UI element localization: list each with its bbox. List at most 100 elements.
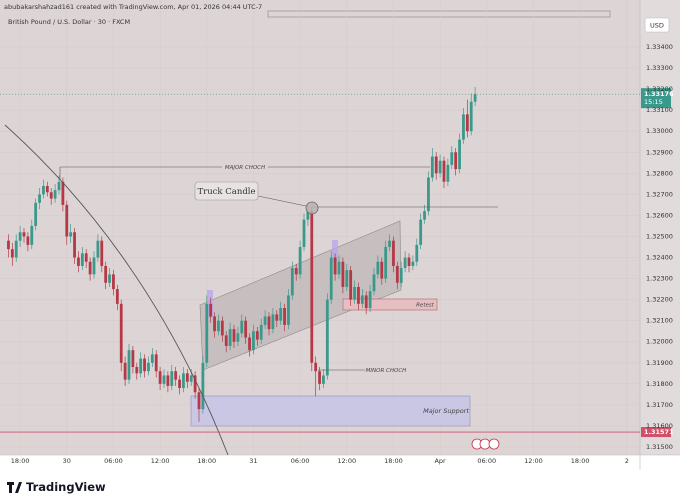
candle-body xyxy=(57,181,61,191)
annotation: MINOR CHOCH xyxy=(366,368,407,374)
candle-body xyxy=(353,287,356,300)
candle-body xyxy=(442,160,446,182)
price-axis-background xyxy=(640,0,680,455)
y-tick-label: 1.32100 xyxy=(646,317,673,325)
candle-body xyxy=(154,354,158,372)
candle-body xyxy=(49,192,53,199)
candle-body xyxy=(158,371,162,384)
candle-body xyxy=(423,211,426,220)
symbol: British Pound / U.S. Dollar · 30 · FXCM xyxy=(8,18,130,26)
candle-body xyxy=(166,375,170,386)
y-tick-label: 1.33100 xyxy=(646,106,673,114)
candle-body xyxy=(236,333,240,342)
currency[interactable]: USD xyxy=(650,22,664,30)
x-tick-label: 31 xyxy=(249,457,257,465)
candle-body xyxy=(232,329,236,342)
label-bg xyxy=(222,163,268,171)
candle-body xyxy=(462,114,465,140)
candle-body xyxy=(325,299,329,376)
y-tick-label: 1.31800 xyxy=(646,380,673,388)
y-tick-label: 1.32200 xyxy=(646,296,673,304)
currency-button[interactable] xyxy=(644,17,670,33)
candle-body xyxy=(294,268,298,275)
candle-body xyxy=(42,185,45,195)
candle-body xyxy=(329,257,333,300)
candle-body xyxy=(427,177,430,212)
candle-body xyxy=(357,287,360,304)
candle-body xyxy=(209,303,213,317)
y-tick-label: 1.31700 xyxy=(646,401,673,409)
candle-body xyxy=(380,261,384,279)
logo: TradingView xyxy=(7,480,106,494)
x-tick-label: 18:00 xyxy=(197,457,216,465)
candle-body xyxy=(197,392,201,410)
candles xyxy=(7,87,477,422)
candle-body xyxy=(267,316,271,330)
x-tick-label: 18:00 xyxy=(384,457,403,465)
highlight xyxy=(332,240,338,262)
y-tick-label: 1.33200 xyxy=(646,85,673,93)
candle-body xyxy=(182,373,185,389)
support-zone xyxy=(190,395,471,427)
candle-body xyxy=(415,244,419,262)
candle-body xyxy=(150,354,154,363)
candle-body xyxy=(290,268,294,296)
candle-body xyxy=(333,257,337,275)
candle-body xyxy=(306,211,310,220)
candle-body xyxy=(213,316,216,332)
candle-body xyxy=(185,373,189,382)
candle-body xyxy=(283,308,286,325)
candle-body xyxy=(108,274,111,283)
candle-body xyxy=(73,232,76,258)
candle-body xyxy=(34,202,38,226)
candle-body xyxy=(84,253,88,262)
countdown: 15:15 xyxy=(644,98,663,106)
event-icon xyxy=(488,438,500,450)
x-tick-label: 18:00 xyxy=(11,457,30,465)
candle-body xyxy=(115,289,119,304)
last-price: 1.33176 xyxy=(644,90,674,98)
candle-body xyxy=(228,329,232,346)
candle-body xyxy=(473,94,477,102)
attribution: abubakarshahzad161 created with TradingV… xyxy=(4,3,262,11)
annotation: MAJOR CHOCH xyxy=(225,165,265,171)
candle-body xyxy=(96,240,100,258)
y-tick-label: 1.32600 xyxy=(646,211,673,219)
candle-body xyxy=(38,194,41,203)
candle-body xyxy=(139,358,143,374)
candle-body xyxy=(271,314,275,330)
y-tick-label: 1.33400 xyxy=(646,43,673,51)
candle-body xyxy=(162,375,166,384)
candle-body xyxy=(248,337,251,351)
x-tick-label: 06:00 xyxy=(104,457,123,465)
candle-body xyxy=(45,185,49,193)
candle-body xyxy=(104,265,108,283)
candle-body xyxy=(279,308,283,321)
candle-body xyxy=(170,371,174,386)
y-tick-label: 1.32800 xyxy=(646,169,673,177)
brand: TradingView xyxy=(26,480,106,494)
x-tick-label: 06:00 xyxy=(291,457,310,465)
candle-body xyxy=(430,156,434,178)
event-icon xyxy=(479,438,491,450)
y-tick-label: 1.32500 xyxy=(646,232,673,240)
candle-body xyxy=(240,320,244,334)
candle-body xyxy=(341,261,345,287)
candle-body xyxy=(131,350,135,367)
candle-body xyxy=(364,295,368,309)
candle-body xyxy=(119,303,123,363)
candle-body xyxy=(65,204,69,237)
candle-body xyxy=(30,225,34,245)
candle-body xyxy=(255,331,259,340)
candle-body xyxy=(419,219,423,245)
candle-body xyxy=(458,139,461,170)
candle-body xyxy=(189,375,193,382)
candle-body xyxy=(217,320,220,332)
candle-body xyxy=(220,320,224,336)
candle-body xyxy=(337,261,341,275)
x-tick-label: 12:00 xyxy=(151,457,170,465)
candle-body xyxy=(53,190,57,199)
y-tick-label: 1.31500 xyxy=(646,443,673,451)
candle-body xyxy=(434,156,438,174)
candle-body xyxy=(345,270,349,287)
